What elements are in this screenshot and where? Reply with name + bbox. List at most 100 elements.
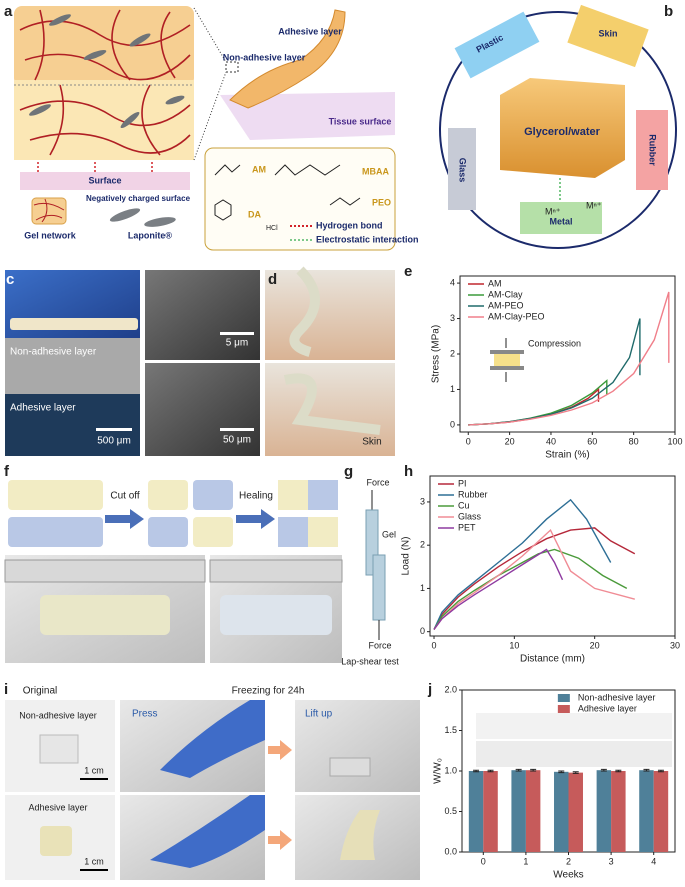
y-tick-label: 1.5 <box>444 725 457 735</box>
series-line <box>468 318 641 426</box>
gel-lower <box>14 80 194 160</box>
error-bar <box>657 769 664 773</box>
gel-icon <box>31 197 67 225</box>
gel-piece <box>193 480 233 510</box>
charged-text: Negatively charged surface <box>86 194 191 203</box>
x-tick-label: 100 <box>667 436 682 446</box>
error-bar <box>615 769 622 773</box>
sem-image <box>145 363 260 456</box>
skin-block <box>567 4 649 68</box>
y-tick-label: 4 <box>450 277 455 287</box>
series-line <box>433 498 612 630</box>
x-tick-label: 2 <box>566 856 571 866</box>
bar <box>554 771 569 852</box>
stretched-gel <box>220 595 332 635</box>
error-bar <box>643 768 650 772</box>
metal-text: Metal <box>549 216 572 226</box>
sample <box>39 734 79 764</box>
healing-text: Healing <box>239 491 273 502</box>
plate <box>490 366 524 370</box>
gel-strip <box>10 318 138 330</box>
bar <box>611 771 626 852</box>
error-bar <box>487 769 494 773</box>
gel-text: Gel <box>382 529 396 539</box>
legend-box <box>204 147 396 251</box>
glass-block <box>448 128 476 210</box>
x-tick-label: 60 <box>587 436 597 446</box>
legend-label: Rubber <box>458 489 488 499</box>
force-text: Force <box>368 640 391 650</box>
photo <box>265 270 395 360</box>
panel-d: d Skin <box>265 266 395 456</box>
legend-label: Adhesive layer <box>578 703 637 713</box>
non-adhesive-text: Non-adhesive layer <box>10 347 97 358</box>
y-tick-label: 1 <box>420 583 425 593</box>
photo <box>295 700 420 792</box>
scale-text: 50 μm <box>223 435 251 446</box>
bar <box>568 772 583 852</box>
network <box>19 9 191 156</box>
panel-label: d <box>268 271 277 288</box>
sem-image <box>145 270 260 360</box>
sample <box>329 757 371 777</box>
y-axis-label: Load (N) <box>401 537 412 576</box>
peo-structure <box>329 197 361 206</box>
hcl-text: HCl <box>266 225 278 232</box>
gel-piece <box>278 517 308 547</box>
x-tick-label: 0 <box>466 436 471 446</box>
zoom-line <box>193 71 227 161</box>
bar <box>639 770 654 852</box>
glove <box>150 795 265 868</box>
x-tick-label: 20 <box>590 640 600 650</box>
x-axis-label: Weeks <box>553 870 583 881</box>
legend-label: AM-Clay <box>488 289 523 299</box>
series-line <box>433 528 635 630</box>
plot-frame <box>429 475 676 637</box>
x-tick-label: 1 <box>523 856 528 866</box>
panel-g: g Force Gel Force Lap-shear test <box>341 463 399 666</box>
peo-text: PEO <box>372 197 391 207</box>
mbaa-structure <box>274 164 341 176</box>
laponite-text: Laponite® <box>128 230 172 240</box>
annotation: Compression <box>528 338 581 348</box>
y-tick-label: 2.0 <box>444 684 457 694</box>
non-adhesive-text: Non-adhesive layer <box>223 52 306 62</box>
cut-text: Cut off <box>110 491 139 502</box>
press-text: Press <box>132 709 158 720</box>
metal-block <box>520 202 602 234</box>
legend-label: Glass <box>458 511 482 521</box>
j-insets <box>476 713 672 767</box>
bar <box>511 770 526 852</box>
x-tick-label: 4 <box>651 856 656 866</box>
series-line <box>433 548 564 630</box>
glove <box>160 700 265 778</box>
panel-a: a Surface Gel network Negatively charged… <box>4 3 419 251</box>
panel-label: a <box>4 3 13 20</box>
tissue <box>220 92 395 140</box>
laponite-icon <box>144 217 176 227</box>
hbond-text: Hydrogen bond <box>316 220 383 230</box>
legend-label: Cu <box>458 500 470 510</box>
y-tick-label: 1 <box>450 384 455 394</box>
gel-cube <box>500 78 625 178</box>
panel-label: b <box>664 3 673 20</box>
arrow <box>268 830 292 850</box>
bar <box>525 770 541 852</box>
x-tick-label: 0 <box>432 640 437 650</box>
error-bar <box>530 768 537 772</box>
tissue-text: Tissue surface <box>329 116 392 126</box>
bar <box>596 770 612 852</box>
da-structure <box>214 199 232 221</box>
x-tick-label: 10 <box>509 640 519 650</box>
panel-label: f <box>4 463 10 480</box>
scale-bar <box>96 428 132 431</box>
panel-label: c <box>6 271 14 288</box>
y-axis-label: W/W₀ <box>433 758 444 784</box>
scale-bar <box>220 428 254 431</box>
series-line <box>468 291 670 426</box>
legend-label: PI <box>458 478 467 488</box>
skin-text: Skin <box>362 437 381 448</box>
panel-f: f Cut off Healing <box>4 463 343 663</box>
gel-piece <box>8 517 103 547</box>
